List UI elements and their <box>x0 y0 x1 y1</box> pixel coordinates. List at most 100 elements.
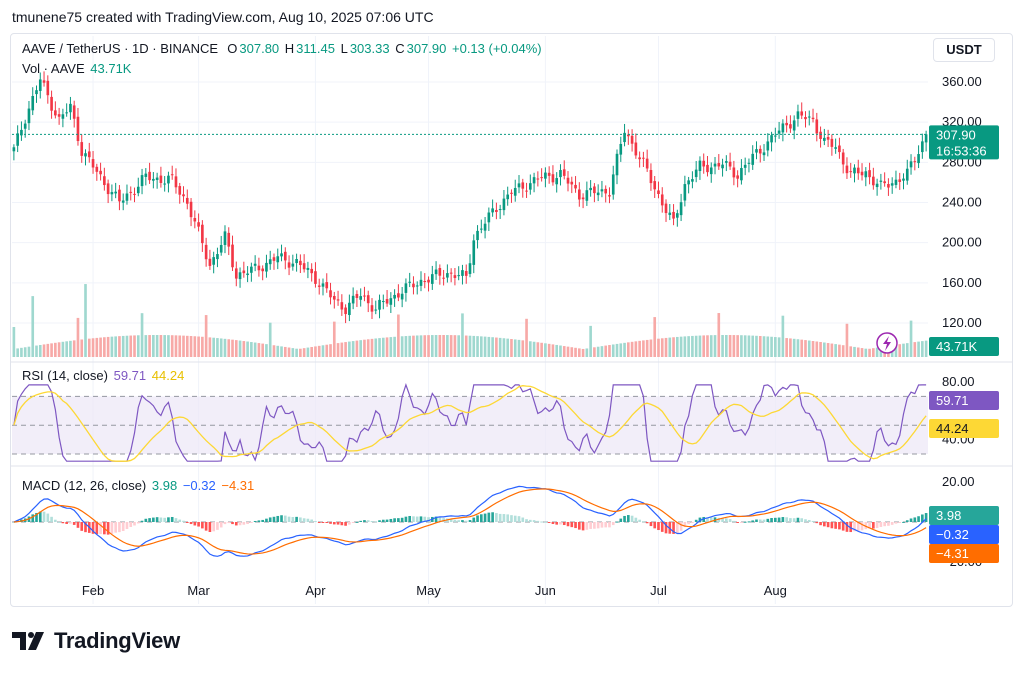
volume-bar <box>909 320 913 357</box>
time-tick-label: Jun <box>535 583 556 598</box>
candle-body <box>777 130 781 134</box>
volume-bar <box>253 342 257 357</box>
volume-bar <box>660 338 664 357</box>
volume-bar <box>570 347 574 357</box>
volume-bar <box>694 335 698 357</box>
macd-histogram-bar <box>370 521 374 523</box>
volume-bar <box>178 335 182 357</box>
macd-histogram-bar <box>672 522 675 534</box>
candle-body <box>118 189 121 202</box>
volume-bar <box>306 347 310 357</box>
candle-body <box>887 184 890 188</box>
candle-body <box>740 168 743 181</box>
candle-body <box>378 299 381 310</box>
macd-histogram-bar <box>894 522 898 524</box>
volume-bar <box>800 339 804 357</box>
candle-body <box>381 301 385 303</box>
macd-histogram-bar <box>434 516 438 522</box>
volume-bar <box>385 337 389 357</box>
candle-body <box>921 141 924 153</box>
candle-body <box>170 174 174 176</box>
currency-selector[interactable]: USDT <box>933 38 995 62</box>
macd-histogram-bar <box>234 522 238 526</box>
volume-bar <box>272 345 276 357</box>
candle-body <box>106 183 110 195</box>
candle-body <box>864 171 868 178</box>
volume-bar <box>106 336 110 357</box>
candle-body <box>819 131 822 139</box>
candle-body <box>317 285 321 287</box>
volume-bar <box>777 337 781 357</box>
volume-tag <box>929 337 999 356</box>
macd-histogram-bar <box>438 517 442 522</box>
candle-body <box>65 112 68 114</box>
volume-bar <box>751 335 755 357</box>
volume-bar <box>419 335 423 357</box>
volume-bar <box>510 339 513 357</box>
candle-body <box>208 258 212 266</box>
macd-histogram-bar <box>657 522 660 531</box>
candle-body <box>781 123 785 133</box>
candle-body <box>860 171 864 176</box>
candle-body <box>528 183 532 190</box>
volume-bar <box>645 339 649 357</box>
macd-histogram-bar <box>623 515 626 522</box>
volume-bar <box>344 342 347 357</box>
candle-body <box>129 191 133 193</box>
macd-histogram-bar <box>627 515 630 522</box>
candle-body <box>193 218 197 222</box>
close-value: 307.90 <box>406 41 447 56</box>
candle-body <box>219 244 223 253</box>
candle-body <box>189 201 193 218</box>
candle-body <box>683 184 687 201</box>
candle-body <box>826 137 830 140</box>
price-axis: 360.00320.00280.00240.00200.00160.00120.… <box>82 74 982 598</box>
candle-body <box>355 293 359 298</box>
candle-body <box>182 194 185 197</box>
candle-body <box>600 189 604 192</box>
macd-histogram-bar <box>574 522 577 529</box>
rsi-ma-tag <box>929 419 999 438</box>
chart-frame[interactable] <box>10 33 1013 607</box>
volume-bar <box>547 343 551 357</box>
volume-value: 43.71K <box>90 61 132 76</box>
candle-body <box>774 135 777 137</box>
macd-histogram-bar <box>770 518 773 522</box>
macd-histogram-bar <box>359 520 363 522</box>
macd-histogram-bar <box>35 512 38 522</box>
candle-body <box>879 180 883 182</box>
candle-body <box>653 181 657 190</box>
macd-histogram-bar <box>547 522 551 523</box>
candle-body <box>306 267 310 270</box>
macd-histogram-bar <box>189 522 193 525</box>
candle-body <box>890 183 894 186</box>
macd-histogram-bar <box>887 522 890 526</box>
volume-bar <box>698 335 702 357</box>
volume-bar <box>491 337 494 357</box>
volume-bar <box>758 336 762 357</box>
macd-histogram-bar <box>385 519 389 522</box>
volume-bar <box>381 337 385 357</box>
candle-body <box>363 295 366 297</box>
volume-bar <box>747 335 751 357</box>
macd-histogram-bar <box>521 517 525 522</box>
macd-histogram-bar <box>921 514 924 522</box>
volume-bar <box>370 338 374 357</box>
macd-histogram-bar <box>268 517 272 522</box>
candle-body <box>811 117 815 120</box>
volume-bar <box>201 336 204 357</box>
macd-histogram-bar <box>125 522 129 529</box>
volume-bar <box>872 348 875 357</box>
volume-bar <box>261 343 264 357</box>
volume-bar <box>453 335 457 357</box>
volume-bar <box>894 344 898 357</box>
macd-histogram-bar <box>321 522 325 523</box>
volume-bar <box>589 325 592 357</box>
candle-body <box>265 262 268 272</box>
candle-body <box>841 152 845 165</box>
volume-bar <box>35 345 38 357</box>
candle-body <box>856 167 860 174</box>
volume-bar <box>404 336 408 357</box>
macd-histogram-bar <box>491 512 494 522</box>
